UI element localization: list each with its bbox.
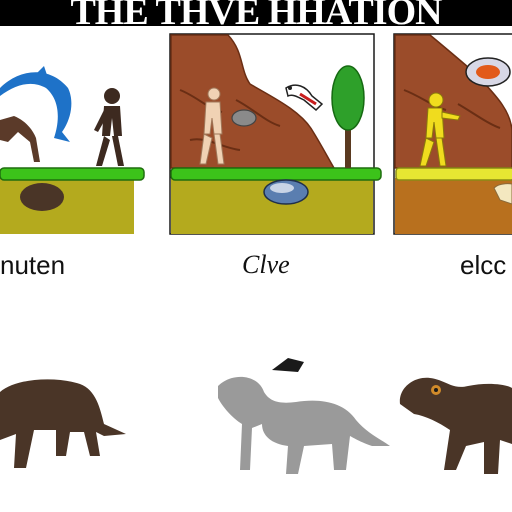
- walking-human-icon: [94, 88, 124, 166]
- eye-orb-iris: [476, 65, 500, 79]
- panel-3-ground: [395, 167, 512, 181]
- small-shadow-icon: [272, 358, 304, 372]
- panel-1: [0, 66, 145, 234]
- cliff-rock: [170, 34, 336, 169]
- title-bar: THE THVE HHATION: [0, 0, 512, 26]
- diagram-title: THE THVE HHATION: [70, 0, 442, 26]
- gray-dinosaur-icon: [218, 376, 390, 474]
- tree-trunk: [345, 118, 351, 168]
- panel-3-caption: elcc: [460, 250, 507, 280]
- early-human-icon: [199, 87, 225, 165]
- panel-1-caption: nuten: [0, 250, 66, 280]
- panel-2-caption: Clve: [242, 250, 290, 279]
- panel-1-rock: [20, 183, 64, 211]
- modern-human-icon: [419, 92, 461, 167]
- panel-3-soil: [395, 178, 512, 234]
- bottom-animal-2: [218, 358, 390, 474]
- panel-1-grass: [0, 167, 145, 181]
- crawling-creature-icon: [0, 116, 40, 162]
- panel-2: [169, 33, 382, 235]
- pebble-highlight: [270, 183, 294, 193]
- bear-creature-icon: [0, 379, 126, 468]
- panel-1-soil: [0, 178, 134, 234]
- blue-fish-fin-icon: [34, 66, 48, 78]
- bottom-animal-1: [0, 379, 126, 468]
- blue-fish-icon: [0, 72, 72, 142]
- dark-dinosaur-icon: [399, 377, 512, 474]
- stone-tool-icon: [231, 109, 257, 127]
- dinosaur-pupil: [434, 388, 438, 392]
- panel-3-bone: [493, 183, 512, 205]
- bottom-animal-3: [399, 377, 512, 474]
- panel-2-grass: [170, 167, 382, 181]
- tree-icon: [331, 65, 365, 131]
- panel-3: [393, 33, 512, 235]
- bird-icon: [285, 84, 324, 112]
